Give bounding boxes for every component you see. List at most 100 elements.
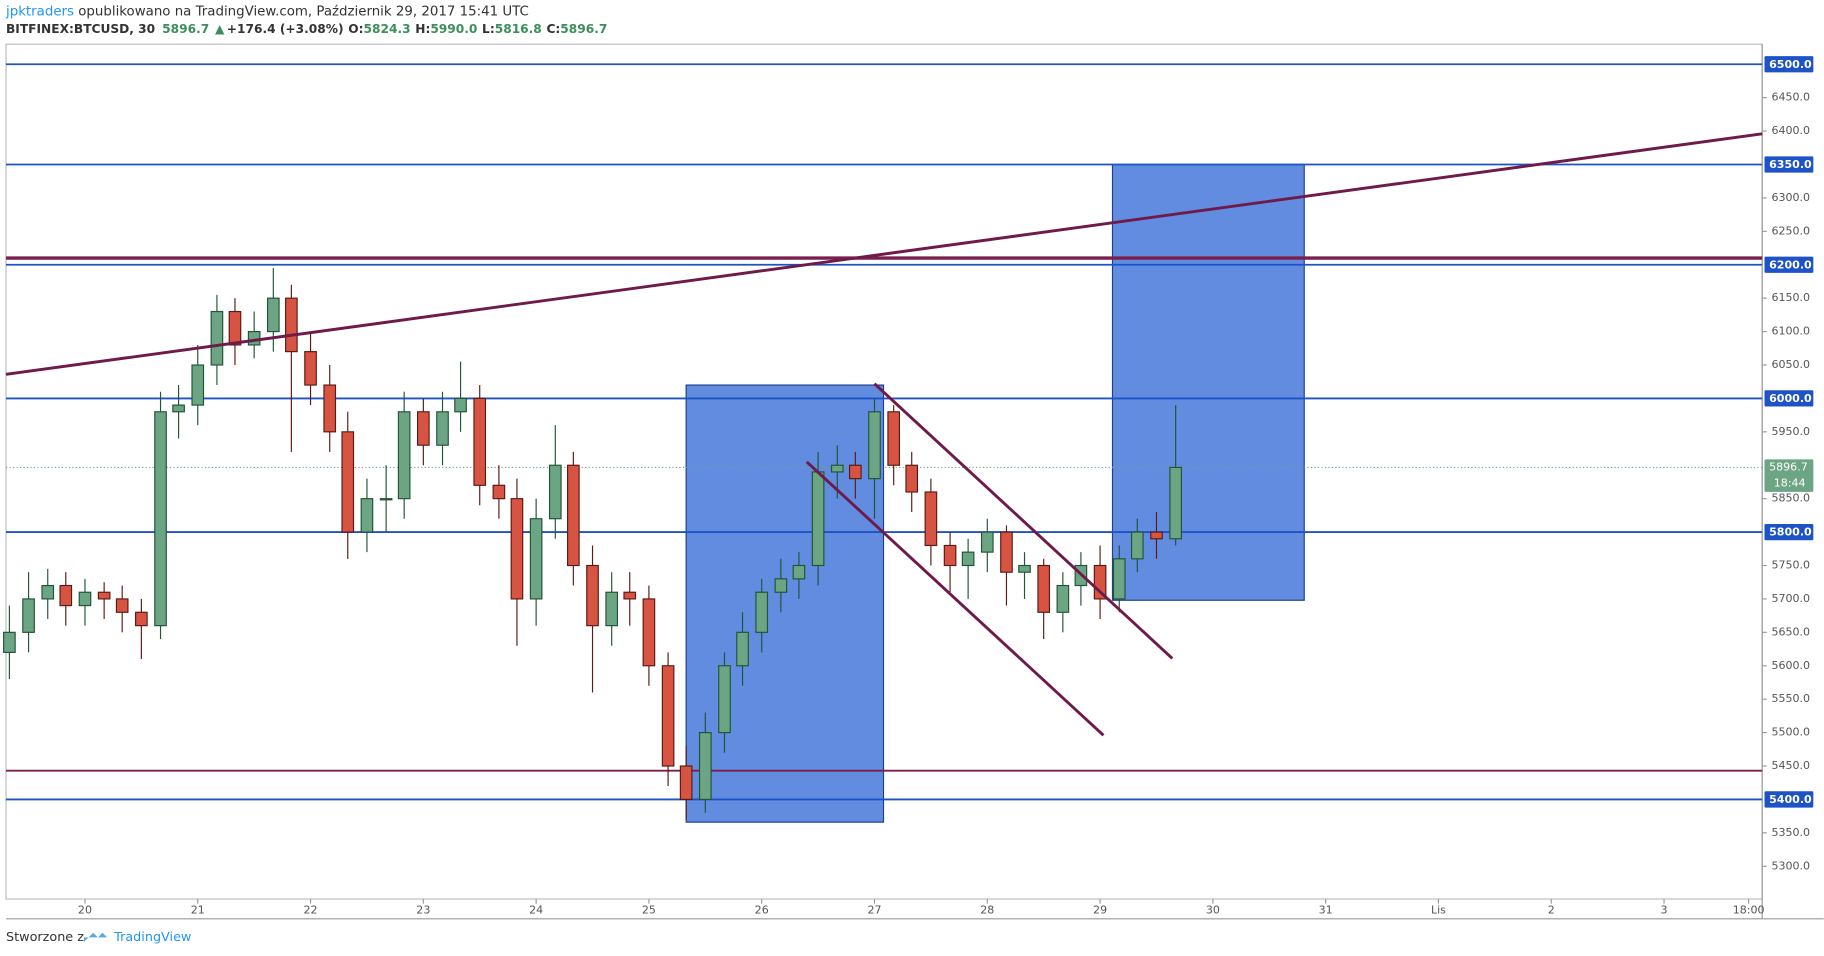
y-tick-label: 5300.0 [1771,859,1810,872]
candle-body [755,591,769,633]
candle-body [22,598,35,633]
last-price-box [1764,459,1814,492]
candle-body [1169,466,1182,540]
y-tick-label: 5650.0 [1771,625,1810,638]
ohlc-val: 5990.0 [430,22,477,36]
candle-body [718,665,731,734]
candle-body [961,551,975,567]
candle-body [135,611,148,627]
ohlc-key: C: [546,22,560,36]
x-tick-label: 31 [1319,904,1333,917]
level-label: 6000.0 [1769,392,1812,405]
author[interactable]: jpktraders [5,5,74,20]
candle-body [548,464,562,520]
trend-line [5,132,1763,376]
target-box [1111,163,1305,601]
candle-body [661,665,675,767]
level-label-box [1764,390,1814,407]
level-label: 6500.0 [1769,58,1812,71]
y-tick-label: 5450.0 [1771,759,1810,772]
ohlc-key: H: [415,22,430,36]
last-price-label: 5896.7 [1769,460,1808,473]
candle-body [848,464,862,480]
change: +176.4 (+3.08%) [227,22,344,36]
y-tick-label: 6250.0 [1771,224,1810,237]
candle-body [266,297,280,333]
arrow: ▲ [215,22,225,36]
level-label: 6200.0 [1769,258,1812,271]
candle-body [473,397,487,486]
candle-body [115,598,129,613]
level-label-box [1764,56,1814,73]
candle-body [830,464,844,473]
candle-body [736,631,749,667]
candle-body [454,397,467,413]
candle-body [78,591,92,607]
x-tick-label: 2 [1548,904,1555,917]
y-tick-label: 5350.0 [1771,826,1810,839]
level-label: 6350.0 [1769,158,1812,171]
candle-body [1018,564,1031,573]
candle-body [492,484,506,500]
candle-body [510,498,524,600]
x-tick-label: 24 [529,904,543,917]
y-tick-label: 6400.0 [1771,124,1810,137]
candle-body [1150,531,1163,540]
footer-brand[interactable]: TradingView [113,930,191,945]
x-tick-label: 18:00 [1733,904,1765,917]
target-box [685,384,885,823]
x-tick-label: Lis [1431,904,1446,917]
candle-body [436,411,449,446]
x-tick-label: 27 [867,904,881,917]
candle-body [3,631,16,653]
candle-body [210,310,224,366]
x-tick-label: 26 [755,904,769,917]
candle-body [642,598,656,667]
level-label-box [1764,256,1814,273]
y-tick-label: 6150.0 [1771,291,1810,304]
candle-body [1130,531,1144,560]
candle-body [417,411,430,446]
ohlc-key: L: [482,22,495,36]
candle-body [1000,531,1013,573]
ohlc-val: 5816.8 [495,22,542,36]
candle-body [887,411,901,466]
x-tick-label: 22 [304,904,318,917]
candle-body [605,591,619,627]
candle-body [323,384,337,433]
candle-body [247,331,261,346]
candle-body [1037,564,1051,613]
candle-body [868,411,881,480]
x-tick-label: 30 [1206,904,1220,917]
last: 5896.7 [162,22,209,36]
x-tick-label: 29 [1093,904,1107,917]
candle-body [924,491,938,547]
y-tick-label: 6300.0 [1771,191,1810,204]
symbol-line: BITFINEX:BTCUSD, 30 5896.7 ▲ +176.4 (+3.08%… [6,22,607,36]
candle-body [905,464,919,493]
x-tick-label: 3 [1661,904,1668,917]
logo [83,932,108,943]
y-tick-label: 5500.0 [1771,726,1810,739]
countdown-label: 18:44 [1774,477,1806,490]
candle-body [1112,558,1126,600]
ohlc-val: 5896.7 [560,22,607,36]
candle-body [304,351,317,386]
y-tick-label: 5550.0 [1771,692,1810,705]
candle-body [397,411,411,500]
symbol: BITFINEX:BTCUSD, 30 [6,22,155,36]
ohlc-val: 5824.3 [363,22,410,36]
y-tick-label: 5850.0 [1771,492,1810,505]
candle-body [341,431,355,533]
candle-body [360,498,374,533]
header-line: jpktraders opublikowano na TradingView.c… [5,4,529,20]
candle-body [154,411,167,627]
candle-body [228,310,242,346]
candle-body [172,404,185,413]
level-label: 5400.0 [1769,793,1812,806]
candle-body [980,531,994,553]
candle-body [679,765,693,801]
candle-body [285,297,298,353]
y-tick-label: 6050.0 [1771,358,1810,371]
